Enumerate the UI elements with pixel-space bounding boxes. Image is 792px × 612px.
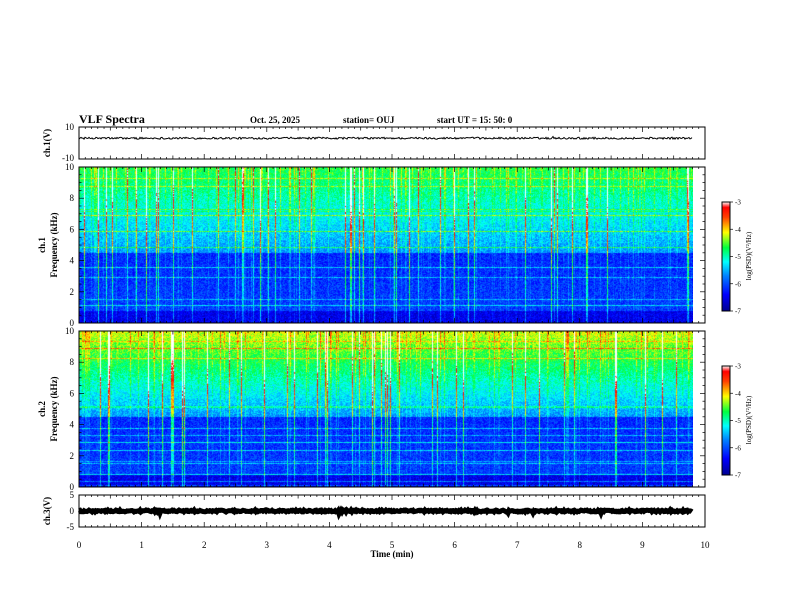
- ch3-waveform-line: [77, 505, 694, 521]
- ch1-ytick-bottom: -10: [62, 153, 74, 163]
- frequency-tick-label: 6: [70, 224, 75, 234]
- frequency-tick-label: 8: [70, 193, 75, 203]
- ch2-spectrogram-ylabel-channel: ch.2: [37, 401, 47, 417]
- colorbar-tick-label: -3: [735, 363, 741, 371]
- ch2-colorbar-label: log(PSD)(V²/Hz): [745, 395, 753, 444]
- ch1-spectrogram-ylabel-channel: ch.1: [37, 237, 47, 253]
- ch1-colorbar-ticks: -3 -4 -5 -6 -7: [730, 199, 741, 316]
- frequency-tick-label: 4: [70, 256, 75, 266]
- ch1-waveform-ylabel: ch.1(V): [42, 129, 52, 157]
- ch2-spectrogram-yticks: 0 2 4 6 8 10: [65, 326, 705, 492]
- frequency-tick-label: 8: [70, 357, 75, 367]
- time-tick-label: 9: [640, 540, 645, 550]
- colorbar-tick-label: -6: [735, 444, 741, 452]
- ch1-ytick-top: 10: [65, 122, 75, 132]
- ch1-spectrogram-yticks: 0 2 4 6 8 10: [65, 162, 705, 328]
- ch2-spectrogram-xticks: [78, 331, 706, 487]
- time-axis-tick-labels: 0 1 2 3 4 5 6 7 8 9 10: [77, 540, 710, 550]
- time-axis-label: Time (min): [370, 549, 413, 559]
- time-tick-label: 7: [515, 540, 520, 550]
- ch3-waveform-ylabel: ch.3(V): [42, 497, 52, 525]
- ch1-spectrogram-xticks: [78, 167, 706, 323]
- time-tick-label: 5: [390, 540, 395, 550]
- ch2-spectrogram-image: [79, 331, 693, 487]
- ch3-ytick-top: 5: [70, 490, 75, 500]
- time-tick-label: 2: [202, 540, 207, 550]
- ch3-ytick-bottom: -5: [67, 522, 75, 532]
- ch3-waveform-xticks: [78, 495, 706, 527]
- frequency-tick-label: 0: [70, 318, 75, 328]
- frequency-tick-label: 10: [65, 162, 75, 172]
- time-tick-label: 10: [701, 540, 711, 550]
- ch1-spectrogram-ylabel-frequency: Frequency (kHz): [49, 212, 59, 277]
- ch3-waveform-panel: 5 0 -5 ch.3(V) 0 1 2 3 4 5 6 7 8 9 10 Time (min): [42, 490, 710, 559]
- ch3-ytick-middle: 0: [70, 506, 75, 516]
- colorbar-tick-label: -4: [735, 226, 741, 234]
- ch1-waveform-xticks: [78, 127, 706, 159]
- frequency-tick-label: 2: [70, 287, 75, 297]
- ch1-spectrogram-image: [79, 167, 693, 323]
- colorbar-tick-label: -4: [735, 390, 741, 398]
- frequency-tick-label: 4: [70, 420, 75, 430]
- colorbar-tick-label: -5: [735, 253, 741, 261]
- frequency-tick-label: 2: [70, 451, 75, 461]
- colorbar-tick-label: -7: [735, 308, 741, 316]
- ch2-colorbar-ticks: -3 -4 -5 -6 -7: [730, 363, 741, 480]
- time-tick-label: 1: [139, 540, 144, 550]
- frequency-tick-label: 0: [70, 482, 75, 492]
- figure-title: VLF Spectra: [79, 112, 145, 126]
- time-tick-label: 3: [265, 540, 270, 550]
- ch1-waveform-line: [78, 135, 693, 141]
- colorbar-tick-label: -7: [735, 472, 741, 480]
- ch2-spectrogram-ylabel-frequency: Frequency (kHz): [49, 376, 59, 441]
- ch2-colorbar: [722, 366, 730, 475]
- ch1-colorbar-label: log(PSD)(V²/Hz): [745, 231, 753, 280]
- ch1-colorbar: [722, 202, 730, 311]
- ch1-waveform-panel: 10 -10 ch.1(V): [42, 122, 706, 163]
- station-label: station= OUJ: [343, 115, 395, 125]
- time-tick-label: 4: [327, 540, 332, 550]
- time-tick-label: 8: [578, 540, 583, 550]
- time-tick-label: 0: [77, 540, 82, 550]
- start-time-label: start UT = 15: 50: 0: [437, 115, 513, 125]
- colorbar-tick-label: -6: [735, 280, 741, 288]
- date-label: Oct. 25, 2025: [250, 115, 300, 125]
- time-tick-label: 6: [452, 540, 457, 550]
- colorbar-tick-label: -5: [735, 417, 741, 425]
- frequency-tick-label: 10: [65, 326, 75, 336]
- colorbar-tick-label: -3: [735, 199, 741, 207]
- frequency-tick-label: 6: [70, 388, 75, 398]
